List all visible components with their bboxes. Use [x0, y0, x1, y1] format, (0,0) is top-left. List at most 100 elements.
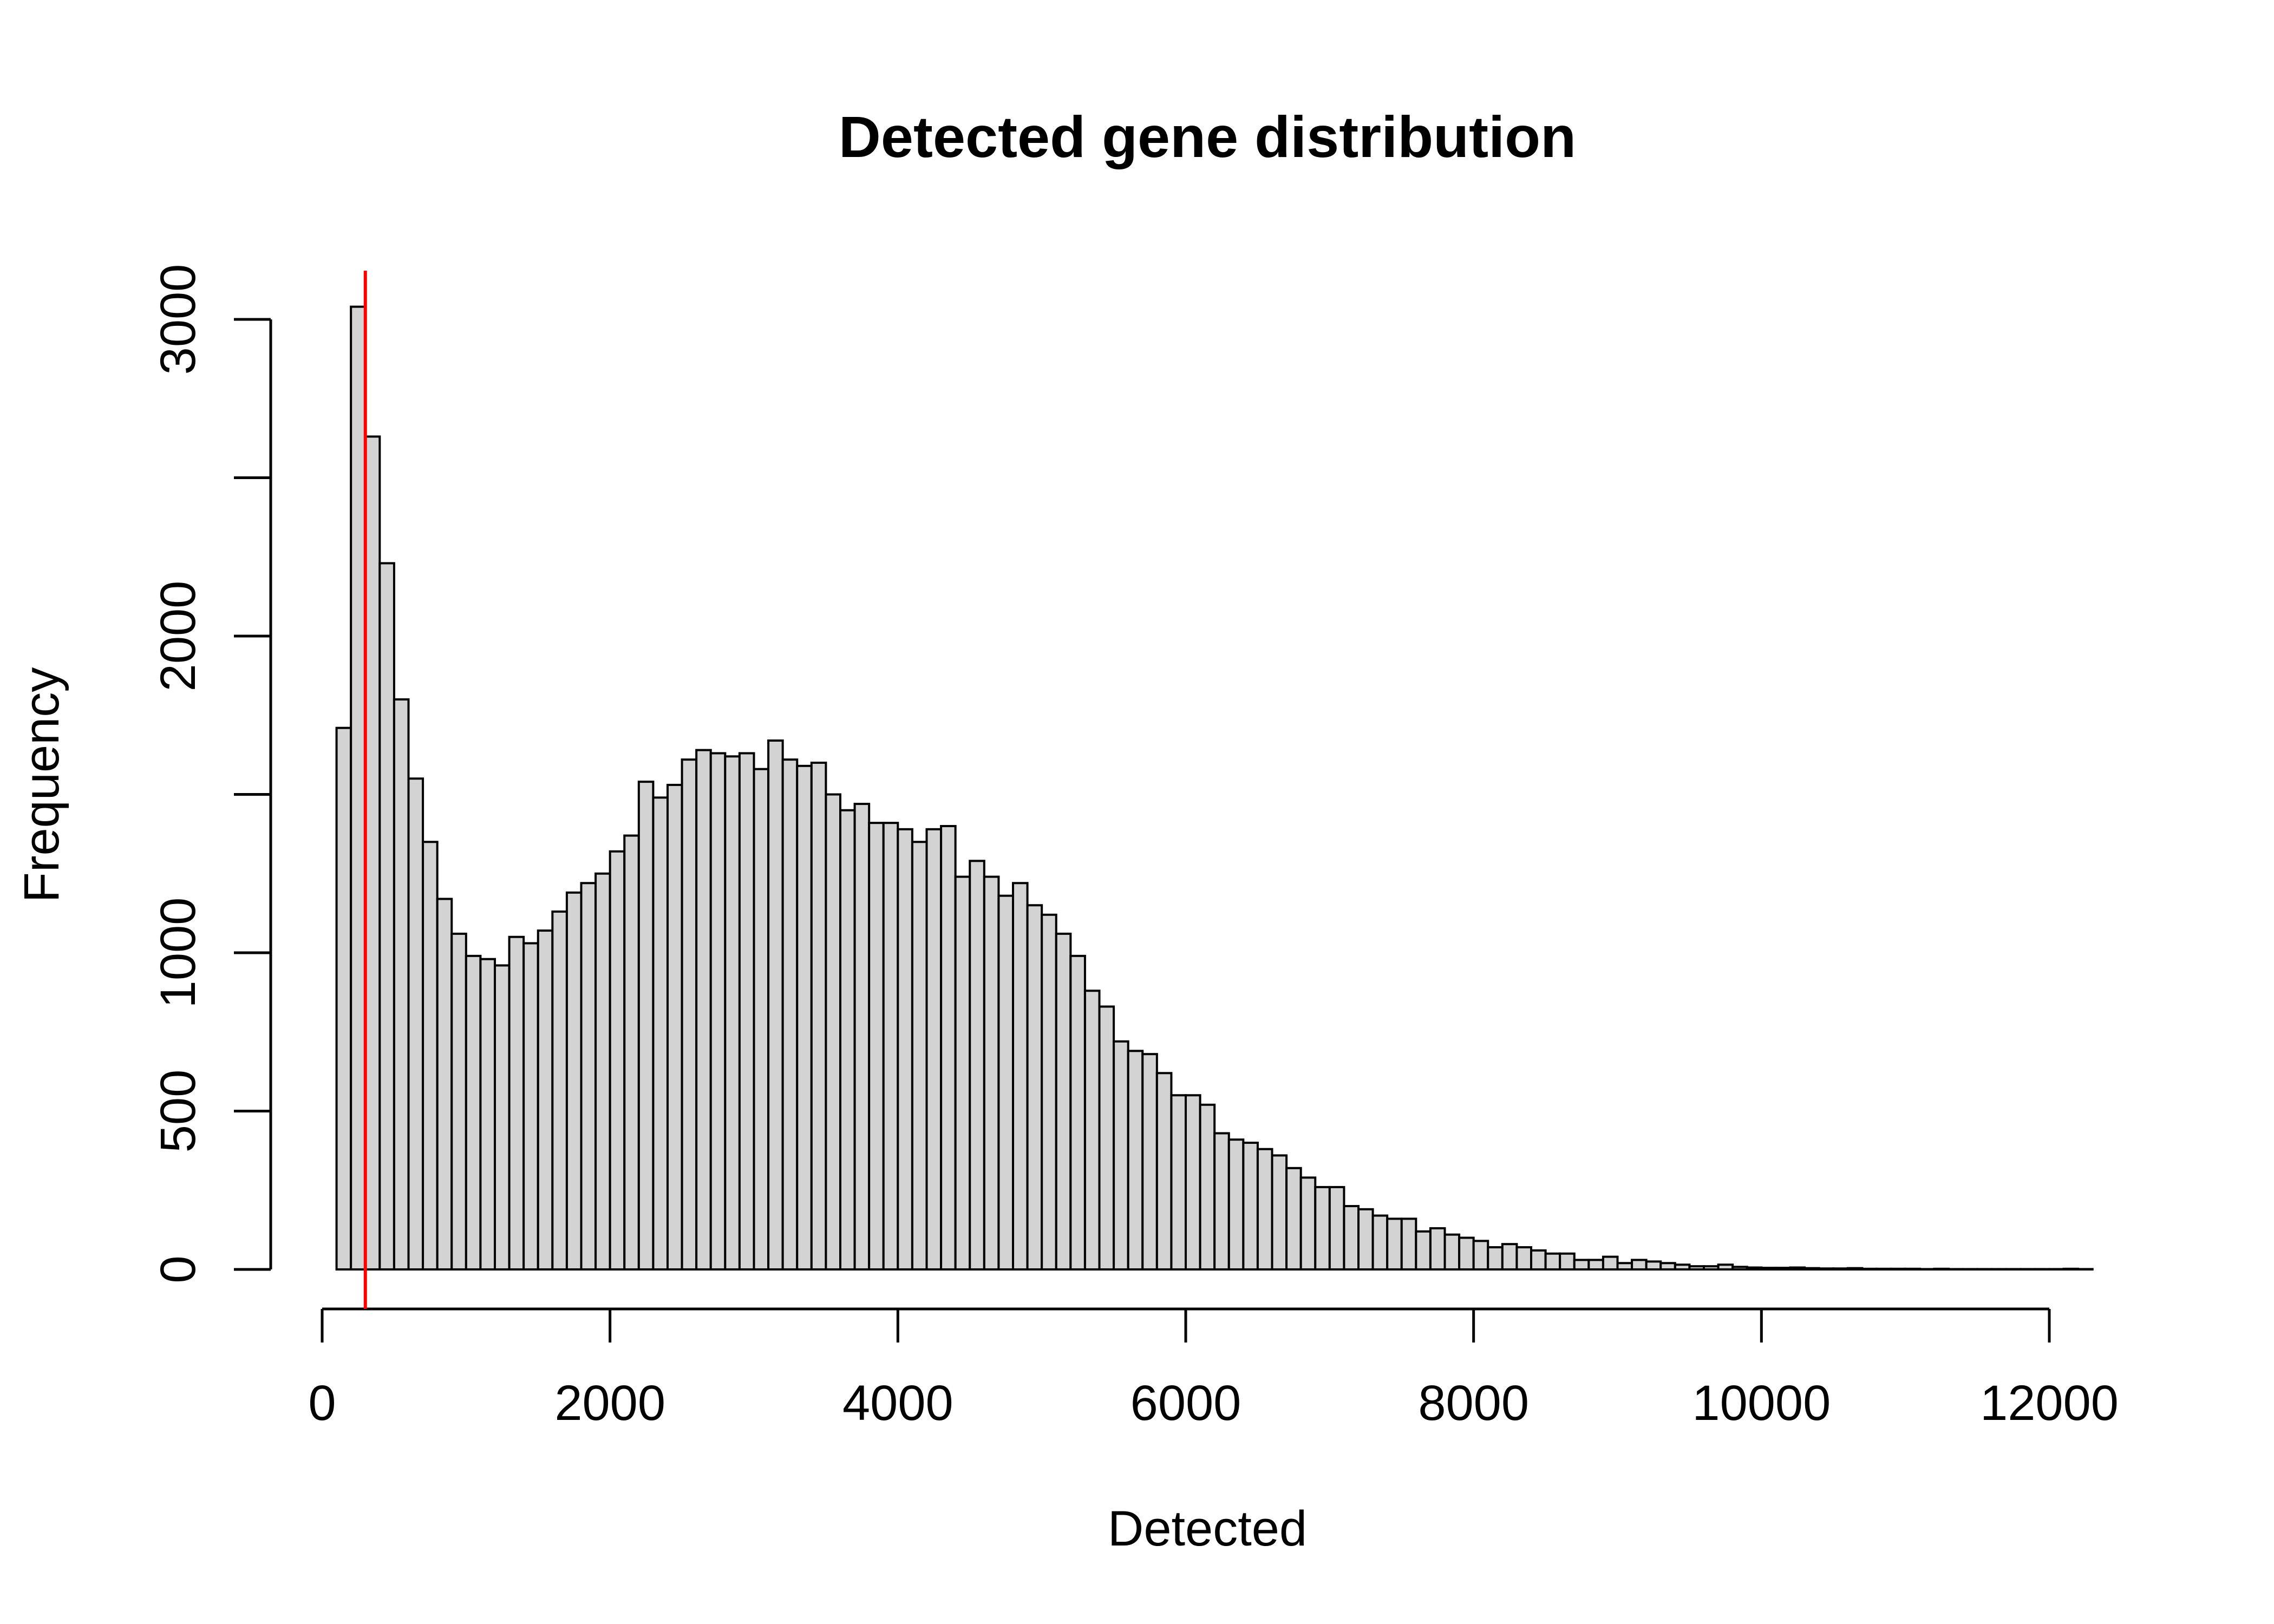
histogram-bar [1602, 1255, 1619, 1271]
histogram-bar [378, 562, 395, 1271]
histogram-bar [1357, 1208, 1374, 1271]
histogram-bar [1616, 1262, 1633, 1271]
histogram-bar [1846, 1267, 1864, 1271]
histogram-bar [1271, 1154, 1288, 1271]
histogram-bar [1774, 1267, 1792, 1271]
histogram-bar [1127, 1050, 1144, 1271]
histogram-bar [1731, 1266, 1748, 1271]
histogram-bar [1559, 1252, 1576, 1271]
histogram-bar [1659, 1262, 1676, 1271]
histogram-bar [753, 768, 770, 1271]
histogram-bar [494, 964, 511, 1271]
histogram-bar [853, 803, 871, 1271]
histogram-bar [940, 825, 957, 1271]
histogram-bar [767, 739, 784, 1271]
histogram-bar [1703, 1265, 1720, 1271]
histogram-bar [1141, 1053, 1158, 1271]
histogram-bar [1443, 1233, 1461, 1271]
histogram-bar [868, 822, 885, 1271]
histogram-bar [825, 793, 841, 1271]
histogram-bar [1429, 1227, 1446, 1271]
histogram-bar [1083, 990, 1101, 1271]
histogram-bar [1113, 1040, 1129, 1271]
histogram-bar [1199, 1103, 1216, 1271]
y-axis-title: Frequency [14, 667, 69, 903]
histogram-bar [450, 932, 467, 1271]
histogram-bar [637, 781, 655, 1271]
histogram-bar [1285, 1167, 1302, 1271]
histogram-bar [709, 752, 727, 1271]
histogram-bar [724, 755, 741, 1271]
histogram-bar [810, 762, 827, 1271]
histogram-bar [652, 796, 669, 1271]
y-tick-label: 500 [151, 1070, 206, 1153]
histogram-bar [594, 872, 611, 1271]
histogram-bar [1458, 1236, 1475, 1271]
histogram-bar [882, 822, 899, 1271]
histogram-bar [537, 929, 554, 1271]
histogram-bar [508, 935, 525, 1271]
x-tick-label: 8000 [1418, 1376, 1529, 1431]
x-axis-title: Detected [1108, 1501, 1307, 1556]
x-tick-label: 2000 [554, 1376, 665, 1431]
histogram-bar [1242, 1142, 1259, 1271]
histogram-bar [1789, 1266, 1806, 1271]
histogram-bar [1227, 1138, 1245, 1271]
histogram-bar [1487, 1246, 1504, 1271]
histogram-bar [911, 841, 928, 1271]
x-tick-label: 0 [308, 1376, 336, 1431]
histogram-bar [1185, 1094, 1201, 1271]
histogram-bar [1055, 932, 1072, 1271]
histogram-bar [1544, 1252, 1561, 1271]
x-tick-label: 12000 [1980, 1376, 2119, 1431]
histogram-bar [1343, 1205, 1360, 1271]
histogram-bar [1530, 1249, 1547, 1271]
histogram-bar [436, 898, 453, 1271]
histogram-bar [1674, 1263, 1691, 1271]
histogram-bar [1803, 1267, 1820, 1271]
histogram-bar [1818, 1267, 1835, 1271]
histogram-bar [422, 841, 439, 1271]
histogram-bar [1400, 1217, 1417, 1271]
histogram-bar [1041, 913, 1057, 1271]
histogram-bar [1386, 1217, 1403, 1271]
y-axis: 0 500 1000 2000 3000 [151, 264, 272, 1284]
histogram-bar [1170, 1094, 1187, 1271]
histogram-bar [983, 875, 1000, 1271]
histogram-bar [1631, 1259, 1648, 1271]
histogram-bar [407, 777, 424, 1271]
histogram-bar [1314, 1186, 1331, 1271]
histogram-bar [1645, 1260, 1662, 1271]
histogram-bar [1299, 1176, 1317, 1271]
histogram-bar [580, 882, 597, 1271]
histogram-bar [681, 758, 698, 1271]
histogram-bar [1213, 1132, 1230, 1271]
histogram-bar [997, 894, 1014, 1271]
histogram-bar [796, 764, 813, 1271]
histogram-bar [1026, 904, 1043, 1271]
histogram-bar [1371, 1214, 1389, 1271]
histogram-bar [666, 783, 683, 1271]
histogram-bar [465, 954, 482, 1271]
histogram-bar [551, 910, 568, 1271]
histogram-bar [839, 809, 856, 1271]
histogram-bar [623, 834, 640, 1271]
histogram-bar [1415, 1230, 1432, 1271]
histogram-bar [565, 891, 583, 1271]
histogram-bar [393, 698, 410, 1271]
histogram-bar [1587, 1259, 1604, 1271]
histogram-bar [925, 828, 943, 1271]
histogram-bar [1472, 1240, 1489, 1271]
histogram-bar [1573, 1259, 1590, 1271]
histogram-bar [1069, 954, 1086, 1271]
histogram-bar [522, 942, 539, 1271]
histogram-bar [335, 726, 352, 1271]
x-axis: 0 2000 4000 6000 8000 10000 12000 [308, 1307, 2119, 1431]
y-tick-label: 2000 [151, 581, 206, 692]
histogram-bar [1501, 1243, 1518, 1271]
histogram-bar [738, 752, 755, 1271]
chart-title: Detected gene distribution [839, 104, 1576, 169]
histogram-bar [897, 828, 913, 1271]
histogram-bar [954, 875, 971, 1271]
